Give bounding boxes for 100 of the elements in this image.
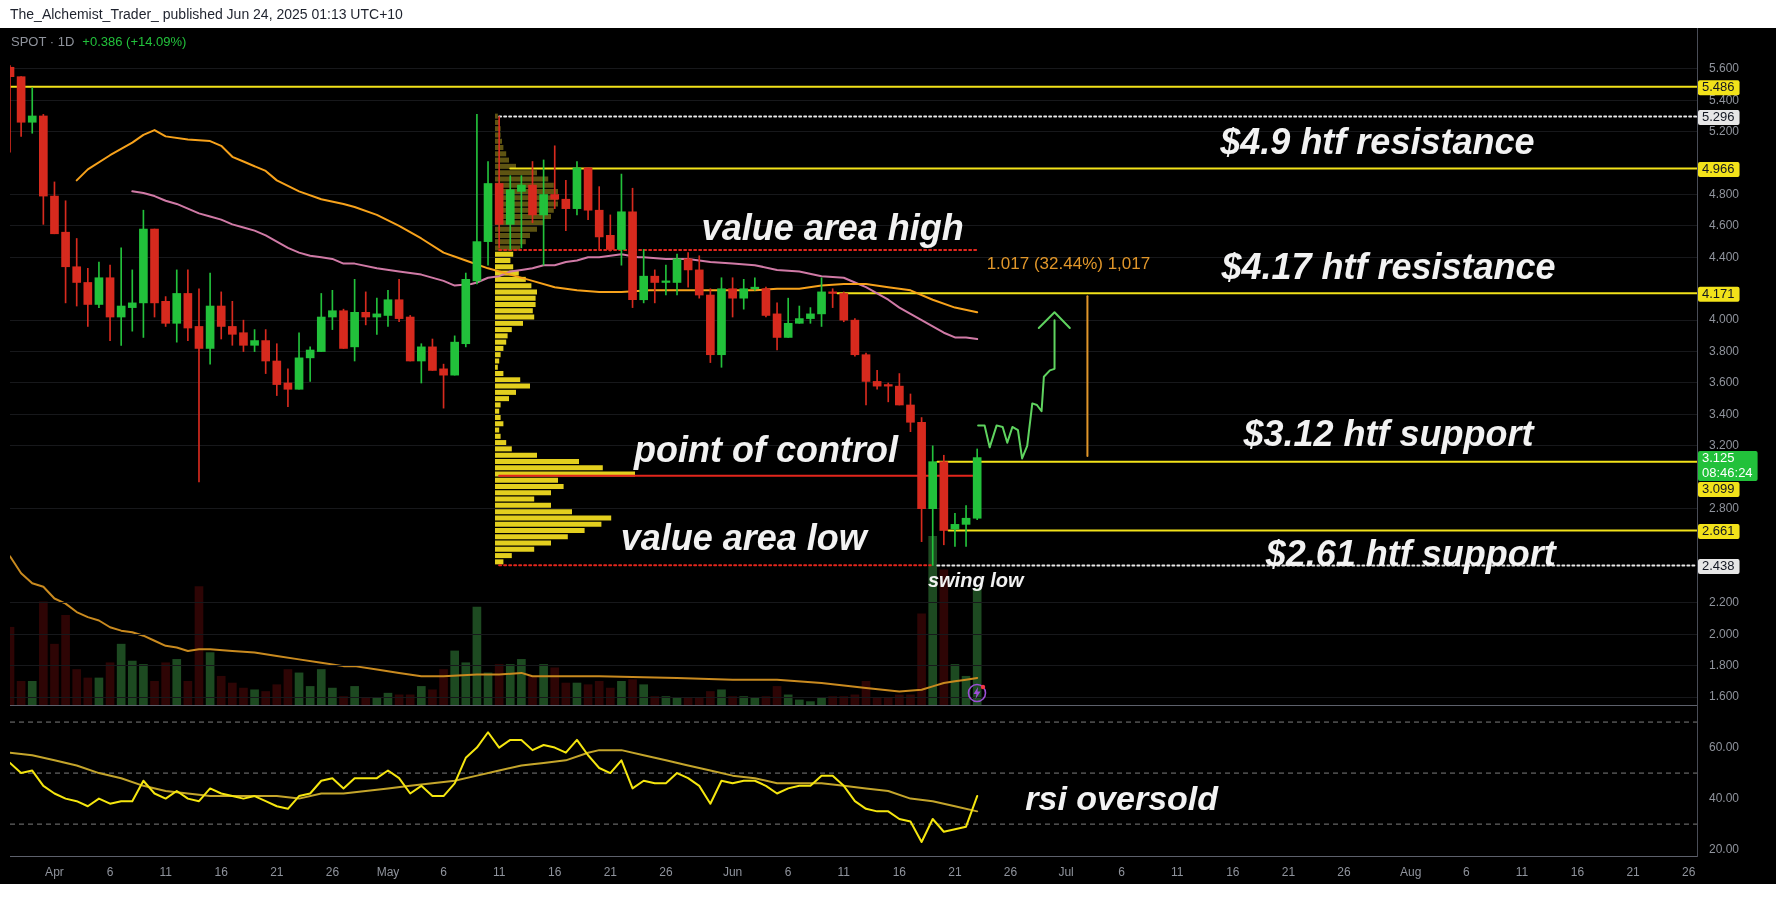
- bar: [628, 679, 637, 705]
- bar: [839, 696, 849, 705]
- annotation: $2.61 htf support: [1264, 533, 1558, 575]
- bar: [172, 659, 182, 705]
- x-tick-label: 6: [784, 864, 792, 879]
- x-tick-label: 11: [492, 864, 506, 879]
- bar: [794, 699, 804, 705]
- bar: [139, 664, 148, 705]
- bar: [539, 664, 548, 705]
- y-tick-label: 3.600: [1709, 375, 1740, 390]
- annotation: point of control: [632, 428, 899, 470]
- annotation: $4.9 htf resistance: [1219, 121, 1535, 163]
- x-tick-label: 26: [659, 864, 673, 879]
- bar: [439, 669, 448, 705]
- x-tick-label: May: [376, 864, 400, 879]
- x-tick-label: 21: [270, 864, 284, 879]
- bar: [739, 696, 749, 705]
- x-tick-label: 21: [1281, 864, 1296, 879]
- y-tick-label: 4.600: [1709, 218, 1740, 233]
- annotation: 1.017 (32.44%) 1,017: [986, 253, 1151, 273]
- bar: [605, 687, 615, 705]
- bar: [417, 686, 426, 705]
- y-tick-label: 2.200: [1709, 595, 1740, 610]
- annotation: swing low: [927, 569, 1025, 592]
- bar: [683, 697, 693, 705]
- bar: [372, 697, 382, 705]
- bar: [350, 686, 359, 705]
- y-tick-label: 5.600: [1709, 61, 1740, 76]
- x-tick-label: 26: [1003, 864, 1018, 879]
- bar: [817, 697, 826, 705]
- bar: [50, 643, 59, 705]
- y-tick-label: 4.000: [1709, 312, 1740, 327]
- bar: [806, 701, 815, 705]
- x-tick-label: Jun: [722, 864, 743, 879]
- bar: [283, 669, 293, 705]
- x-tick-label: 11: [1171, 864, 1184, 879]
- y-tick-label: 1.600: [1709, 689, 1740, 704]
- data-label: 3.099: [1702, 481, 1735, 497]
- y-tick-label: 5.200: [1709, 123, 1740, 138]
- data-label: 2.661: [1702, 523, 1735, 539]
- bar: [694, 697, 704, 705]
- bar: [127, 660, 137, 705]
- x-tick-label: 11: [837, 864, 851, 879]
- text: The_Alchemist_Trader_ published Jun 24, 2025 01:13 UTC+10: [10, 5, 403, 23]
- bar: [717, 689, 726, 705]
- text: SPOT · 1D: [11, 34, 75, 49]
- bar: [239, 687, 248, 705]
- bar: [639, 684, 648, 705]
- bar: [461, 662, 471, 705]
- y-tick-label: 4.400: [1709, 249, 1740, 264]
- bar: [228, 682, 237, 705]
- data-label: 4.966: [1702, 161, 1735, 176]
- x-tick-label: 21: [603, 864, 618, 879]
- x-tick-label: 16: [892, 864, 907, 879]
- y-tick-label: 4.800: [1709, 186, 1740, 201]
- x-tick-label: Jul: [1058, 864, 1074, 879]
- x-tick-label: 6: [1462, 864, 1470, 879]
- annotation: value area low: [620, 517, 869, 559]
- bar: [872, 697, 882, 705]
- bar: [328, 687, 337, 705]
- bar: [116, 643, 126, 705]
- y-tick-label: 2.800: [1709, 500, 1740, 515]
- y-tick-label: 5.400: [1709, 92, 1740, 107]
- x-tick-label: Aug: [1400, 864, 1422, 879]
- x-tick-label: 6: [440, 864, 448, 879]
- bar: [528, 675, 537, 705]
- x-tick-label: 21: [948, 864, 962, 879]
- bar: [83, 677, 93, 705]
- bar: [505, 664, 515, 705]
- x-tick-label: 16: [1570, 864, 1585, 879]
- x-tick-label: 26: [1681, 864, 1696, 879]
- bar: [650, 696, 660, 705]
- bar: [150, 681, 159, 705]
- bar: [361, 697, 371, 705]
- bar: [883, 697, 893, 705]
- data-label: 4.171: [1702, 285, 1735, 301]
- bar: [672, 697, 682, 705]
- text: 3.125: [1702, 450, 1735, 466]
- annotation: $3.12 htf support: [1242, 412, 1536, 454]
- x-tick-label: 16: [548, 864, 562, 879]
- text: +0.386 (+14.09%): [82, 34, 187, 49]
- text: 08:46:24: [1702, 465, 1753, 481]
- bar: [161, 662, 170, 705]
- bar: [61, 615, 70, 705]
- bar: [216, 675, 226, 705]
- data-label: 5.296: [1702, 109, 1735, 125]
- y-tick-label: 3.800: [1709, 343, 1740, 358]
- annotation: rsi oversold: [1025, 779, 1220, 818]
- bar: [272, 684, 282, 705]
- x-tick-label: 11: [1515, 864, 1529, 879]
- y-tick-label: 1.800: [1709, 658, 1740, 673]
- bar: [594, 681, 604, 705]
- bar: [450, 650, 460, 705]
- annotation: value area high: [701, 206, 964, 248]
- bar: [250, 689, 259, 705]
- x-tick-label: Apr: [45, 864, 64, 879]
- y-tick-label: 3.200: [1709, 438, 1740, 453]
- bar: [39, 601, 48, 705]
- bar: [428, 689, 437, 705]
- annotation: $4.17 htf resistance: [1220, 246, 1556, 288]
